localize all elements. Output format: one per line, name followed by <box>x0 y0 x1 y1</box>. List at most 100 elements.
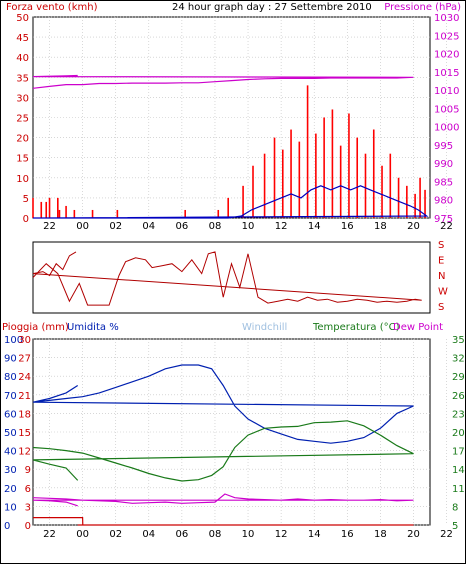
humidity-tick-label: 60 <box>4 409 17 420</box>
temperature-tick-label: 26 <box>452 391 465 402</box>
humidity-tick-label: 0 <box>4 521 10 532</box>
time-tick-label: 20 <box>407 221 420 232</box>
time-tick-label: 14 <box>308 221 321 232</box>
time-tick-label: 18 <box>374 221 387 232</box>
pressure-tick-label: 1010 <box>434 86 459 97</box>
wind-direction-line <box>32 251 422 306</box>
wind-tick-label: 45 <box>16 33 29 44</box>
humidity-tick-label: 100 <box>4 335 23 346</box>
pressure-axis-title: Pressione (hPa) <box>384 2 461 13</box>
wind-tick-label: 20 <box>16 134 29 145</box>
rain-tick-label: 15 <box>18 428 31 439</box>
time-tick-label: 08 <box>209 221 222 232</box>
pressure-tick-label: 1015 <box>434 68 459 79</box>
time-tick-label: 04 <box>142 221 155 232</box>
temperature-tick-label: 23 <box>452 409 465 420</box>
direction-tick-label: S <box>438 302 444 313</box>
direction-tick-label: N <box>438 271 445 282</box>
pressure-tick-label: 980 <box>434 196 453 207</box>
time-tick-label: 06 <box>176 529 189 540</box>
rain-tick-label: 18 <box>18 409 31 420</box>
temperature-line <box>32 420 414 482</box>
time-tick-label: 00 <box>76 529 89 540</box>
time-tick-label: 22 <box>43 221 56 232</box>
humidity-line <box>32 364 414 444</box>
humidity-axis-title: Umidita % <box>67 322 119 333</box>
pressure-tick-label: 1025 <box>434 31 459 42</box>
dewpoint-axis-title: Dew Point <box>393 322 443 333</box>
temperature-tick-label: 20 <box>452 428 465 439</box>
temperature-tick-label: 29 <box>452 372 465 383</box>
pressure-tick-label: 975 <box>434 214 453 225</box>
rain-tick-label: 9 <box>25 465 31 476</box>
wind-tick-label: 0 <box>23 214 29 225</box>
temperature-tick-label: 14 <box>452 465 465 476</box>
time-tick-label: 08 <box>209 529 222 540</box>
direction-tick-label: E <box>438 256 444 267</box>
wind-tick-label: 15 <box>16 154 29 165</box>
rain-tick-label: 27 <box>18 354 31 365</box>
time-tick-label: 22 <box>440 221 453 232</box>
time-tick-label: 22 <box>43 529 56 540</box>
time-tick-label: 10 <box>242 221 255 232</box>
rain-axis-title: Pioggia (mm) <box>2 322 69 333</box>
pressure-line <box>32 74 414 89</box>
wind-tick-label: 30 <box>16 93 29 104</box>
time-tick-label: 00 <box>76 221 89 232</box>
time-tick-label: 12 <box>275 529 288 540</box>
pressure-tick-label: 1030 <box>434 13 459 24</box>
chart-title: 24 hour graph day : 27 Settembre 2010 <box>172 2 372 13</box>
humidity-tick-label: 10 <box>4 502 17 513</box>
temperature-tick-label: 11 <box>452 484 465 495</box>
time-tick-label: 10 <box>242 529 255 540</box>
wind-tick-label: 5 <box>23 194 29 205</box>
temperature-tick-label: 17 <box>452 447 465 458</box>
humidity-tick-label: 20 <box>4 484 17 495</box>
pressure-tick-label: 1020 <box>434 50 459 61</box>
pressure-tick-label: 1005 <box>434 104 459 115</box>
humidity-tick-label: 90 <box>4 354 17 365</box>
time-tick-label: 22 <box>440 529 453 540</box>
rain-tick-label: 12 <box>18 447 31 458</box>
humidity-tick-label: 70 <box>4 391 17 402</box>
pressure-tick-label: 1000 <box>434 123 459 134</box>
temperature-tick-label: 32 <box>452 354 465 365</box>
wind-tick-label: 40 <box>16 53 29 64</box>
time-tick-label: 12 <box>275 221 288 232</box>
wind-average-line <box>33 185 429 219</box>
humidity-tick-label: 30 <box>4 465 17 476</box>
temperature-tick-label: 8 <box>452 502 458 513</box>
temperature-axis-title: Temperatura (°C) <box>312 322 400 333</box>
dewpoint-line <box>32 493 414 507</box>
time-tick-label: 16 <box>341 529 354 540</box>
windchill-axis-title: Windchill <box>242 322 287 333</box>
wind-tick-label: 10 <box>16 174 29 185</box>
temperature-tick-label: 35 <box>452 335 465 346</box>
humidity-tick-label: 40 <box>4 447 17 458</box>
rain-tick-label: 6 <box>25 484 31 495</box>
rain-tick-label: 21 <box>18 391 31 402</box>
humidity-tick-label: 50 <box>4 428 17 439</box>
time-tick-label: 18 <box>374 529 387 540</box>
rain-tick-label: 24 <box>18 372 31 383</box>
humidity-tick-label: 80 <box>4 372 17 383</box>
time-tick-label: 14 <box>308 529 321 540</box>
time-tick-label: 20 <box>407 529 420 540</box>
wind-tick-label: 50 <box>16 13 29 24</box>
rain-line <box>33 517 414 526</box>
time-tick-label: 04 <box>142 529 155 540</box>
wind-tick-label: 35 <box>16 73 29 84</box>
pressure-tick-label: 990 <box>434 159 453 170</box>
pressure-tick-label: 985 <box>434 177 453 188</box>
temperature-tick-label: 5 <box>452 521 458 532</box>
wind-axis-title: Forza vento (kmh) <box>6 2 98 13</box>
time-tick-label: 16 <box>341 221 354 232</box>
rain-tick-label: 30 <box>18 335 31 346</box>
rain-tick-label: 3 <box>25 502 31 513</box>
